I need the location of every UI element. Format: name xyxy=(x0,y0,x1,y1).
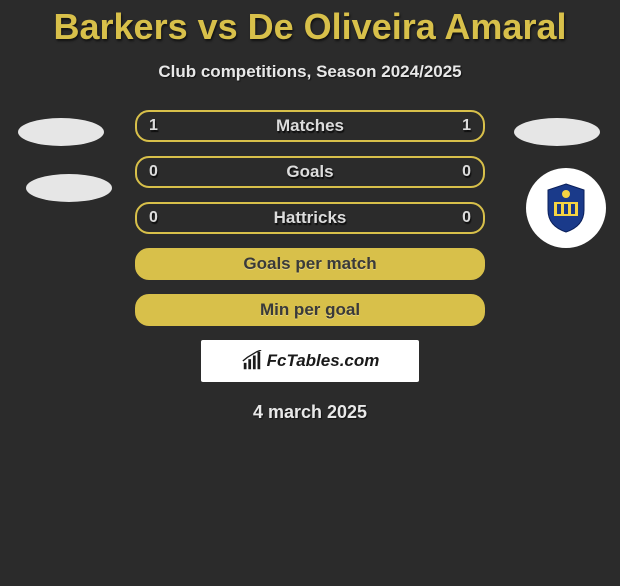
watermark: FcTables.com xyxy=(201,340,419,382)
left-player-badge xyxy=(18,118,104,146)
left-club-badge xyxy=(26,174,112,202)
watermark-text: FcTables.com xyxy=(267,351,380,371)
ellipse-placeholder-icon xyxy=(18,118,104,146)
stat-right-value: 1 xyxy=(462,117,471,135)
stat-left-value: 0 xyxy=(149,209,158,227)
stat-label: Hattricks xyxy=(274,208,347,228)
stat-row-matches: 1 Matches 1 xyxy=(135,110,485,142)
stat-label: Goals xyxy=(286,162,333,182)
stat-left-value: 0 xyxy=(149,163,158,181)
stat-row-goals: 0 Goals 0 xyxy=(135,156,485,188)
right-player-badge xyxy=(514,118,600,146)
chart-icon xyxy=(241,350,263,372)
stat-label: Matches xyxy=(276,116,344,136)
stat-label: Min per goal xyxy=(260,300,360,320)
stat-row-hattricks: 0 Hattricks 0 xyxy=(135,202,485,234)
ellipse-placeholder-icon xyxy=(514,118,600,146)
right-club-badge xyxy=(526,168,606,248)
subtitle: Club competitions, Season 2024/2025 xyxy=(0,62,620,82)
club-shield-icon xyxy=(544,182,588,234)
ellipse-placeholder-icon xyxy=(26,174,112,202)
stat-right-value: 0 xyxy=(462,163,471,181)
page-title: Barkers vs De Oliveira Amaral xyxy=(0,6,620,48)
stat-row-min-per-goal: Min per goal xyxy=(135,294,485,326)
stat-label: Goals per match xyxy=(243,254,376,274)
date-label: 4 march 2025 xyxy=(0,402,620,423)
stat-right-value: 0 xyxy=(462,209,471,227)
stat-rows: 1 Matches 1 0 Goals 0 0 Hattricks 0 Goal… xyxy=(135,110,485,326)
stat-row-goals-per-match: Goals per match xyxy=(135,248,485,280)
stats-container: 1 Matches 1 0 Goals 0 0 Hattricks 0 Goal… xyxy=(0,110,620,423)
stat-left-value: 1 xyxy=(149,117,158,135)
